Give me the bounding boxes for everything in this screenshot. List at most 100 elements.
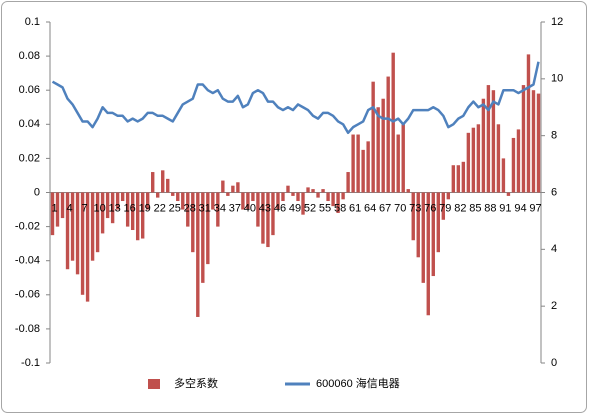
bar <box>166 178 170 193</box>
bar <box>451 165 456 193</box>
x-tick-label: 40 <box>244 202 256 214</box>
bar <box>291 192 295 196</box>
bar <box>321 189 325 193</box>
bar <box>346 172 350 193</box>
bar <box>216 192 220 227</box>
bar <box>161 170 165 193</box>
y2-tick-label: 4 <box>551 243 557 255</box>
x-tick-label: 10 <box>93 202 105 214</box>
x-tick-label: 52 <box>304 202 316 214</box>
x-tick-label: 49 <box>289 202 301 214</box>
bar <box>156 192 160 198</box>
x-tick-label: 76 <box>424 202 436 214</box>
bar <box>491 90 496 193</box>
bar <box>90 192 95 261</box>
bar <box>226 192 230 196</box>
x-tick-label: 19 <box>139 202 151 214</box>
x-tick-label: 58 <box>334 202 346 214</box>
bar <box>316 192 320 198</box>
bar <box>85 192 90 302</box>
bar <box>256 192 260 227</box>
bar <box>381 98 385 193</box>
bar <box>351 134 355 193</box>
bar <box>120 192 125 202</box>
x-tick-label: 55 <box>319 202 331 214</box>
x-tick-label: 7 <box>82 202 88 214</box>
x-tick-label: 61 <box>349 202 361 214</box>
bar <box>516 129 521 193</box>
bar <box>536 93 541 193</box>
bar <box>476 124 481 193</box>
x-tick-label: 22 <box>154 202 166 214</box>
bar <box>326 192 330 202</box>
bar <box>211 192 215 210</box>
x-tick-label: 34 <box>214 202 226 214</box>
y-tick-label: -0.1 <box>21 357 40 369</box>
bar <box>241 192 245 210</box>
y-tick-label: -0.08 <box>15 323 40 335</box>
legend-swatch <box>148 379 160 389</box>
x-tick-label: 31 <box>199 202 211 214</box>
bar <box>371 81 375 193</box>
bar <box>231 185 235 193</box>
y-tick-label: 0.08 <box>19 50 40 62</box>
bar <box>65 192 70 270</box>
bar <box>481 98 486 193</box>
bar <box>511 137 516 193</box>
bar <box>55 192 60 227</box>
x-tick-label: 25 <box>169 202 181 214</box>
bar <box>431 192 435 277</box>
x-tick-label: 67 <box>379 202 391 214</box>
bar <box>401 124 405 193</box>
bar <box>396 134 400 193</box>
bar <box>60 192 65 219</box>
bar <box>486 85 491 193</box>
x-tick-label: 79 <box>439 202 451 214</box>
y2-tick-label: 6 <box>551 186 557 198</box>
y-tick-label: 0.1 <box>25 16 40 28</box>
bar <box>115 192 120 210</box>
x-tick-label: 64 <box>364 202 376 214</box>
x-tick-label: 82 <box>454 202 466 214</box>
legend-label: 600060 海信电器 <box>316 376 400 390</box>
bar <box>266 192 270 248</box>
x-tick-label: 85 <box>469 202 481 214</box>
x-tick-label: 13 <box>109 202 121 214</box>
bar <box>151 172 155 193</box>
bar <box>426 192 430 316</box>
bar <box>206 192 210 265</box>
bar <box>341 192 345 200</box>
bar <box>421 192 425 283</box>
y-tick-label: 0.06 <box>19 84 40 96</box>
x-tick-label: 97 <box>529 202 541 214</box>
legend-label: 多空系数 <box>174 376 218 390</box>
bar <box>506 192 511 196</box>
bar <box>501 158 506 193</box>
bar <box>531 90 536 193</box>
x-tick-label: 88 <box>484 202 496 214</box>
bar <box>105 192 110 219</box>
x-tick-label: 91 <box>499 202 511 214</box>
bar <box>145 192 150 210</box>
bar <box>441 192 446 220</box>
bar <box>110 192 115 224</box>
y2-tick-label: 12 <box>551 16 563 28</box>
x-tick-label: 37 <box>229 202 241 214</box>
bar <box>276 192 280 210</box>
y2-tick-label: 8 <box>551 130 557 142</box>
bar <box>411 192 415 241</box>
y-tick-label: -0.04 <box>15 255 40 267</box>
chart-frame <box>1 1 587 413</box>
x-tick-label: 43 <box>259 202 271 214</box>
x-tick-label: 16 <box>124 202 136 214</box>
bar <box>181 192 185 210</box>
x-tick-label: 46 <box>274 202 286 214</box>
bar <box>406 189 410 193</box>
x-tick-label: 4 <box>66 202 72 214</box>
bar <box>416 192 420 258</box>
bar <box>356 134 360 193</box>
bar <box>70 192 75 261</box>
y-tick-label: -0.06 <box>15 289 40 301</box>
bar <box>456 165 461 193</box>
